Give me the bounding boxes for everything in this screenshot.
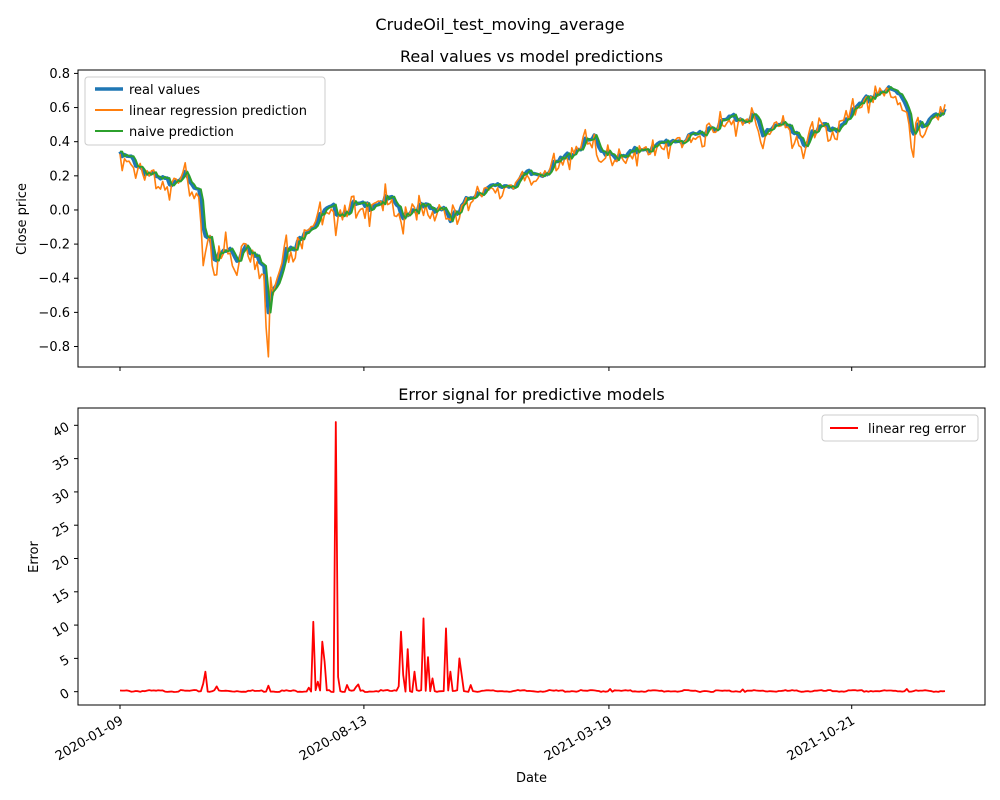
error-x-tick-label: 2020-08-13 (297, 713, 370, 764)
price-series-group (118, 85, 947, 358)
error-y-axis: 0 5 10 15 20 25 30 35 40 (50, 420, 78, 703)
error-x-tick-label: 2020-01-09 (53, 713, 126, 764)
price-chart-title: Real values vs model predictions (400, 47, 663, 66)
price-y-tick-label: 0.8 (49, 67, 70, 82)
error-y-tick-label: 30 (50, 486, 72, 507)
price-chart-frame (77, 69, 986, 368)
error-chart-xlabel: Date (516, 771, 547, 786)
price-y-axis: −0.8 −0.6 −0.4 −0.2 0.0 0.2 0.4 0.6 0.8 (38, 67, 78, 355)
legend-naive-label: naive prediction (129, 125, 234, 140)
error-y-tick-label: 20 (50, 553, 72, 574)
series-line-naive-prediction (120, 86, 946, 314)
legend-linreg-error-label: linear reg error (868, 422, 966, 437)
price-y-tick-label: −0.2 (38, 238, 70, 253)
error-y-tick-label: 40 (50, 420, 72, 441)
error-series-group (119, 421, 946, 693)
error-chart-panel: Error signal for predictive models Error… (27, 385, 986, 786)
error-chart-title: Error signal for predictive models (398, 385, 664, 404)
legend-linreg-label: linear regression prediction (129, 104, 307, 119)
error-chart-frame (77, 407, 986, 706)
price-legend: real values linear regression prediction… (84, 76, 326, 146)
error-chart-ylabel: Error (27, 541, 42, 573)
error-y-tick-label: 10 (50, 619, 72, 640)
price-y-tick-label: −0.8 (38, 340, 70, 355)
price-legend-box (84, 76, 326, 146)
series-line-linear-regression-prediction (119, 85, 946, 358)
price-y-tick-label: 0.6 (49, 101, 70, 116)
error-legend-box (821, 414, 979, 442)
error-x-axis: 2020-01-09 2020-08-13 2021-03-19 2021-10-21 (53, 705, 858, 764)
legend-real-values-label: real values (129, 83, 200, 98)
error-y-tick-label: 0 (58, 686, 73, 703)
price-y-tick-label: 0.0 (49, 203, 70, 218)
series-line-linear-reg-error (119, 421, 946, 693)
price-chart-panel: Real values vs model predictions Close p… (15, 47, 986, 371)
error-x-tick-label: 2021-03-19 (542, 713, 615, 764)
error-y-tick-label: 35 (50, 453, 72, 474)
error-y-tick-label: 25 (50, 520, 72, 541)
price-y-tick-label: −0.6 (38, 306, 70, 321)
price-y-tick-label: 0.2 (49, 169, 70, 184)
price-y-tick-label: 0.4 (49, 135, 70, 150)
figure-suptitle: CrudeOil_test_moving_average (375, 15, 624, 35)
error-legend: linear reg error (821, 414, 979, 442)
price-x-axis (119, 367, 853, 371)
error-x-tick-label: 2021-10-21 (785, 713, 858, 764)
price-chart-ylabel: Close price (15, 183, 30, 255)
error-y-tick-label: 5 (58, 653, 73, 670)
price-y-tick-label: −0.4 (38, 272, 70, 287)
error-y-tick-label: 15 (50, 586, 72, 607)
